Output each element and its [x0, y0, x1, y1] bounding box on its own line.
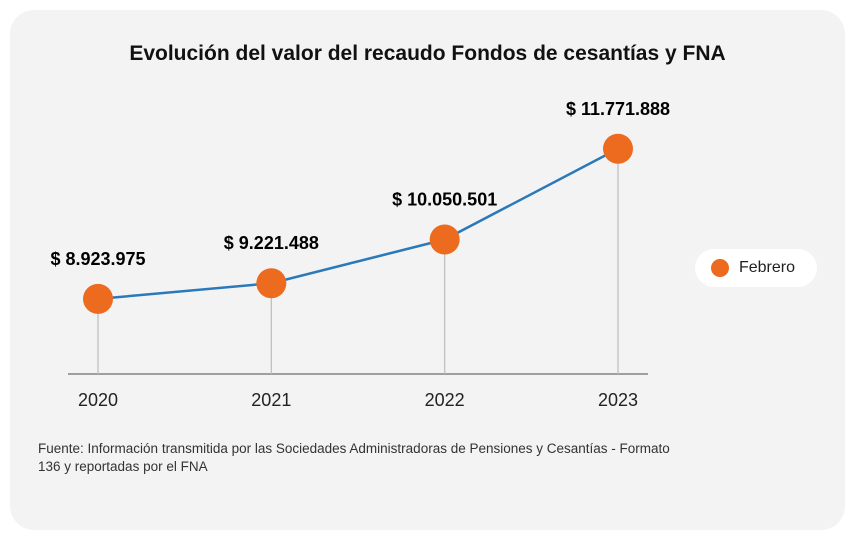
source-caption: Fuente: Información transmitida por las … [38, 440, 678, 476]
x-axis-label: 2020 [78, 390, 118, 410]
chart-title: Evolución del valor del recaudo Fondos d… [38, 42, 817, 66]
line-chart-svg: $ 8.923.975 2020 $ 9.221.488 2021 $ 10.050.5… [38, 74, 678, 434]
x-axis-label: 2022 [425, 390, 465, 410]
legend-swatch [711, 259, 729, 277]
legend: Febrero [695, 249, 817, 287]
value-label: $ 8.923.975 [50, 249, 145, 269]
legend-label: Febrero [739, 259, 795, 277]
x-axis-label: 2023 [598, 390, 638, 410]
value-label: $ 11.771.888 [566, 99, 670, 119]
chart-card: Evolución del valor del recaudo Fondos d… [10, 10, 845, 530]
value-label: $ 9.221.488 [224, 233, 319, 253]
x-axis-label: 2021 [251, 390, 291, 410]
plot-area: $ 8.923.975 2020 $ 9.221.488 2021 $ 10.050.5… [38, 74, 817, 434]
value-label: $ 10.050.501 [392, 190, 497, 210]
